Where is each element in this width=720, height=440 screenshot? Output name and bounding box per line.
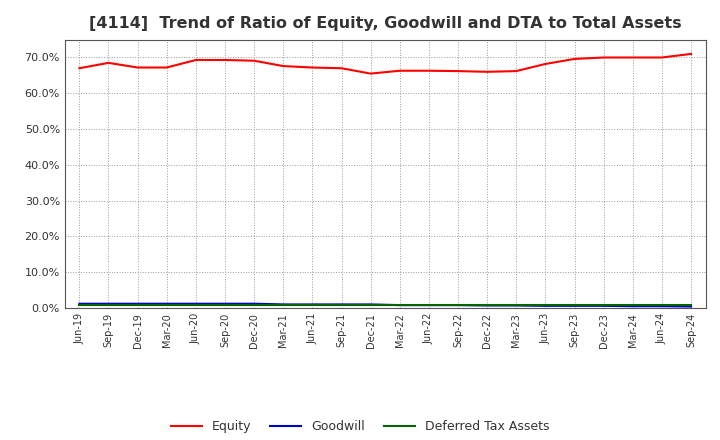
Equity <box>570 56 579 62</box>
Goodwill <box>337 302 346 307</box>
Equity <box>541 61 550 66</box>
Goodwill <box>629 304 637 309</box>
Equity <box>512 69 521 74</box>
Equity <box>483 69 492 74</box>
Goodwill <box>395 302 404 308</box>
Equity <box>657 55 666 60</box>
Equity <box>687 51 696 57</box>
Deferred Tax Assets <box>541 302 550 308</box>
Goodwill <box>250 301 258 306</box>
Equity <box>425 68 433 73</box>
Line: Goodwill: Goodwill <box>79 304 691 307</box>
Deferred Tax Assets <box>75 302 84 308</box>
Equity <box>279 63 287 69</box>
Deferred Tax Assets <box>163 302 171 308</box>
Equity <box>163 65 171 70</box>
Title: [4114]  Trend of Ratio of Equity, Goodwill and DTA to Total Assets: [4114] Trend of Ratio of Equity, Goodwil… <box>89 16 682 32</box>
Goodwill <box>163 301 171 306</box>
Deferred Tax Assets <box>192 302 200 308</box>
Goodwill <box>308 302 317 307</box>
Goodwill <box>657 304 666 309</box>
Equity <box>250 58 258 63</box>
Deferred Tax Assets <box>279 302 287 308</box>
Equity <box>337 66 346 71</box>
Deferred Tax Assets <box>133 302 142 308</box>
Goodwill <box>512 303 521 308</box>
Deferred Tax Assets <box>599 302 608 308</box>
Equity <box>395 68 404 73</box>
Deferred Tax Assets <box>104 302 113 308</box>
Deferred Tax Assets <box>629 302 637 308</box>
Deferred Tax Assets <box>395 302 404 308</box>
Goodwill <box>425 302 433 308</box>
Goodwill <box>541 303 550 308</box>
Deferred Tax Assets <box>308 302 317 308</box>
Deferred Tax Assets <box>512 302 521 308</box>
Goodwill <box>366 302 375 307</box>
Goodwill <box>75 301 84 306</box>
Deferred Tax Assets <box>454 302 462 308</box>
Goodwill <box>570 303 579 308</box>
Equity <box>308 65 317 70</box>
Goodwill <box>599 303 608 308</box>
Deferred Tax Assets <box>337 302 346 308</box>
Goodwill <box>220 301 229 306</box>
Goodwill <box>454 302 462 308</box>
Deferred Tax Assets <box>570 302 579 308</box>
Equity <box>629 55 637 60</box>
Deferred Tax Assets <box>366 302 375 308</box>
Deferred Tax Assets <box>220 302 229 308</box>
Equity <box>454 69 462 74</box>
Equity <box>599 55 608 60</box>
Deferred Tax Assets <box>687 302 696 308</box>
Legend: Equity, Goodwill, Deferred Tax Assets: Equity, Goodwill, Deferred Tax Assets <box>166 415 554 438</box>
Deferred Tax Assets <box>250 302 258 308</box>
Goodwill <box>192 301 200 306</box>
Goodwill <box>279 302 287 307</box>
Equity <box>192 57 200 62</box>
Deferred Tax Assets <box>425 302 433 308</box>
Equity <box>133 65 142 70</box>
Equity <box>220 57 229 62</box>
Equity <box>104 60 113 66</box>
Goodwill <box>483 303 492 308</box>
Deferred Tax Assets <box>483 302 492 308</box>
Goodwill <box>133 301 142 306</box>
Deferred Tax Assets <box>657 302 666 308</box>
Goodwill <box>687 304 696 309</box>
Equity <box>366 71 375 76</box>
Equity <box>75 66 84 71</box>
Goodwill <box>104 301 113 306</box>
Line: Equity: Equity <box>79 54 691 73</box>
